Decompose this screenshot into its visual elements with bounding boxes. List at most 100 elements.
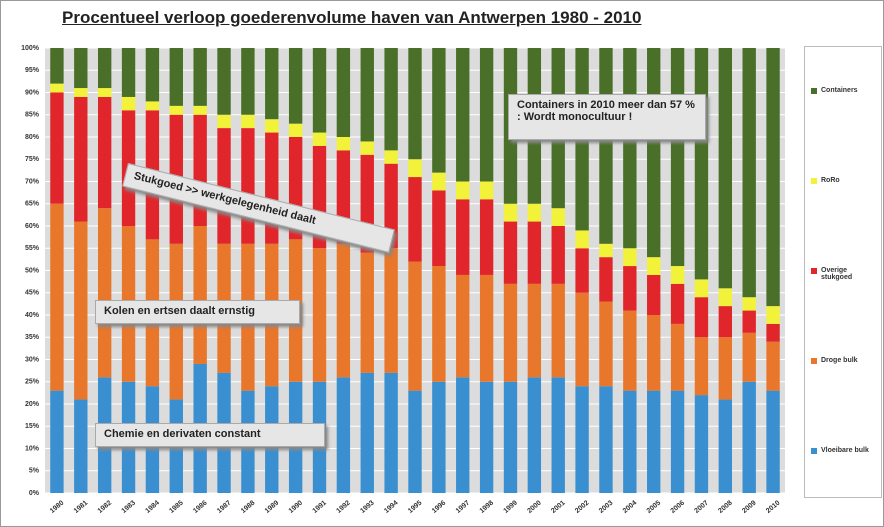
bar-segment	[50, 390, 64, 493]
bar-segment	[50, 203, 64, 391]
bar-segment	[432, 266, 446, 382]
bar-segment	[575, 386, 589, 493]
bar-segment	[742, 297, 756, 311]
bar-segment	[527, 221, 542, 284]
bar-segment	[241, 128, 255, 244]
bar-segment	[575, 248, 589, 293]
x-tick-label: 1986	[192, 500, 209, 515]
x-tick-label: 1992	[335, 500, 352, 515]
bar-segment	[169, 105, 183, 115]
bar-segment	[193, 114, 207, 226]
legend-item: RoRo	[811, 177, 879, 184]
x-tick-label: 1990	[288, 500, 305, 515]
y-tick-label: 65%	[25, 201, 40, 208]
y-tick-label: 90%	[25, 89, 40, 96]
bar-segment	[694, 279, 709, 298]
bar-segment	[670, 48, 685, 267]
bar-segment	[408, 159, 422, 178]
legend-item: Containers	[811, 87, 879, 94]
legend-label: Vloeibare bulk	[821, 447, 869, 454]
bar-segment	[718, 337, 733, 400]
x-tick-label: 1991	[312, 500, 329, 515]
bar-segment	[479, 48, 494, 182]
bar-segment	[718, 306, 733, 338]
bar-segment	[312, 48, 327, 133]
bar-segment	[551, 226, 565, 284]
y-tick-label: 5%	[29, 468, 40, 475]
bar-segment	[336, 137, 351, 151]
x-tick-label: 2004	[622, 500, 639, 515]
x-tick-label: 2002	[574, 500, 591, 515]
y-tick-label: 100%	[21, 45, 40, 52]
bar-segment	[193, 226, 207, 364]
bar-segment	[599, 257, 613, 302]
bar-segment	[694, 297, 709, 338]
bar-segment	[647, 274, 661, 315]
bar-segment	[360, 48, 374, 142]
bar-segment	[360, 372, 374, 493]
legend-swatch	[811, 448, 817, 454]
bar-segment	[193, 105, 207, 115]
bar-segment	[599, 243, 613, 258]
y-tick-label: 55%	[25, 245, 40, 252]
legend-swatch	[811, 268, 817, 274]
bar-segment	[503, 221, 518, 284]
legend-label: Droge bulk	[821, 357, 858, 364]
bar-segment	[766, 341, 780, 391]
y-tick-label: 75%	[25, 156, 40, 163]
x-tick-label: 2006	[670, 500, 687, 515]
x-tick-label: 1997	[455, 500, 472, 515]
bar-segment	[432, 48, 446, 173]
y-tick-label: 40%	[25, 312, 40, 319]
x-tick-label: 1981	[73, 500, 90, 515]
bar-segment	[647, 315, 661, 391]
bar-segment	[718, 399, 733, 493]
x-tick-label: 2005	[646, 500, 663, 515]
bar-segment	[312, 248, 327, 382]
annotation: Chemie en derivaten constant	[95, 423, 325, 447]
bar-segment	[97, 48, 112, 89]
bar-segment	[50, 83, 64, 93]
x-tick-label: 2010	[765, 500, 782, 515]
bar-segment	[551, 283, 565, 378]
bar-segment	[718, 48, 733, 289]
x-tick-label: 1989	[264, 500, 281, 515]
x-tick-label: 2008	[717, 500, 734, 515]
bar-segment	[503, 283, 518, 382]
bar-segment	[575, 292, 589, 387]
annotation: Kolen en ertsen daalt ernstig	[95, 300, 300, 324]
y-tick-label: 0%	[29, 490, 40, 497]
bar-segment	[670, 266, 685, 284]
bar-segment	[432, 190, 446, 267]
bar-segment	[551, 377, 565, 493]
bar-segment	[479, 199, 494, 275]
bar-segment	[265, 48, 279, 120]
bar-segment	[456, 274, 470, 378]
bar-segment	[766, 48, 780, 307]
bar-segment	[74, 96, 88, 222]
legend-label: RoRo	[821, 177, 840, 184]
x-tick-label: 2007	[693, 500, 710, 515]
bar-segment	[241, 48, 255, 115]
legend-item: Overige stukgoed	[811, 267, 879, 281]
bar-segment	[694, 395, 709, 493]
bar-segment	[694, 48, 709, 280]
x-tick-label: 1983	[121, 500, 138, 515]
bar-segment	[742, 332, 756, 382]
bar-segment	[74, 399, 88, 493]
legend-item: Droge bulk	[811, 357, 879, 364]
x-tick-label: 1987	[216, 500, 233, 515]
x-tick-label: 1984	[144, 500, 161, 515]
bar-segment	[50, 48, 64, 84]
bar-segment	[217, 114, 231, 129]
bar-segment	[97, 208, 112, 378]
bar-segment	[456, 377, 470, 493]
bar-segment	[623, 390, 637, 493]
bar-segment	[97, 88, 112, 97]
bar-segment	[670, 390, 685, 493]
bar-segment	[74, 48, 88, 89]
bar-segment	[599, 48, 613, 244]
bar-segment	[121, 96, 136, 111]
y-tick-label: 50%	[25, 267, 40, 274]
